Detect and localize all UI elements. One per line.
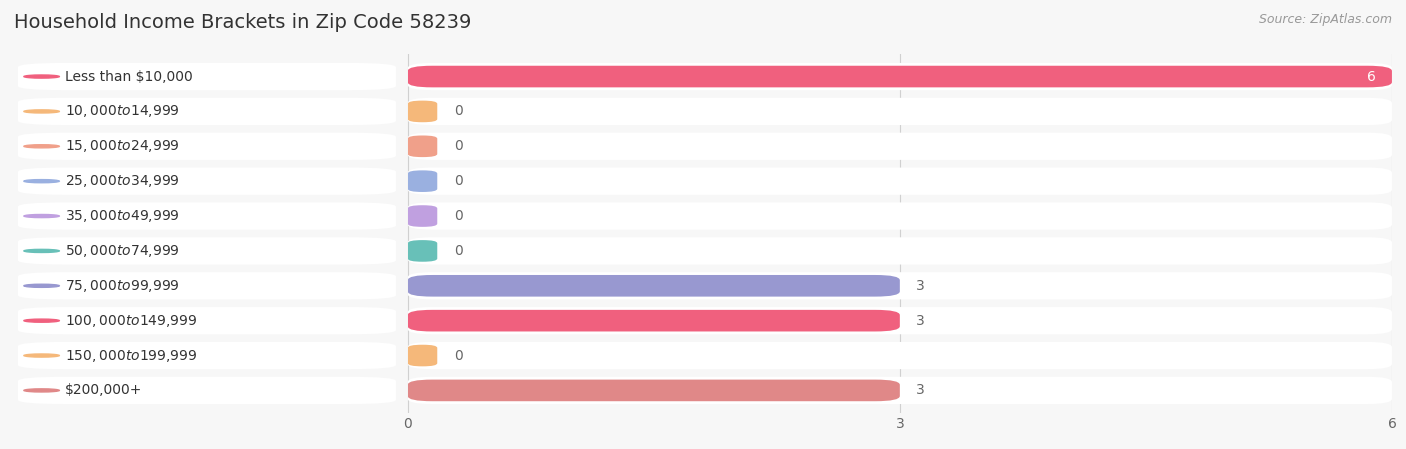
Text: $50,000 to $74,999: $50,000 to $74,999 <box>65 243 180 259</box>
Text: 0: 0 <box>454 139 463 153</box>
FancyBboxPatch shape <box>408 170 437 192</box>
Circle shape <box>24 110 59 113</box>
Circle shape <box>24 249 59 252</box>
Circle shape <box>24 389 59 392</box>
Circle shape <box>24 284 59 287</box>
Text: 0: 0 <box>454 209 463 223</box>
Text: Source: ZipAtlas.com: Source: ZipAtlas.com <box>1258 13 1392 26</box>
FancyBboxPatch shape <box>18 272 396 299</box>
Circle shape <box>24 319 59 322</box>
FancyBboxPatch shape <box>408 275 900 297</box>
Text: 3: 3 <box>917 383 925 397</box>
Text: Household Income Brackets in Zip Code 58239: Household Income Brackets in Zip Code 58… <box>14 13 471 32</box>
Text: $100,000 to $149,999: $100,000 to $149,999 <box>65 313 198 329</box>
FancyBboxPatch shape <box>408 379 900 401</box>
FancyBboxPatch shape <box>408 133 1392 160</box>
Text: $150,000 to $199,999: $150,000 to $199,999 <box>65 348 198 364</box>
FancyBboxPatch shape <box>18 98 396 125</box>
Circle shape <box>24 215 59 218</box>
Text: $10,000 to $14,999: $10,000 to $14,999 <box>65 103 180 119</box>
FancyBboxPatch shape <box>18 307 396 334</box>
Text: 0: 0 <box>454 348 463 362</box>
Text: 0: 0 <box>454 174 463 188</box>
Text: 3: 3 <box>917 314 925 328</box>
Text: 3: 3 <box>917 279 925 293</box>
FancyBboxPatch shape <box>408 205 437 227</box>
FancyBboxPatch shape <box>408 272 1392 299</box>
FancyBboxPatch shape <box>408 63 1392 90</box>
FancyBboxPatch shape <box>18 63 396 90</box>
Text: $200,000+: $200,000+ <box>65 383 142 397</box>
FancyBboxPatch shape <box>408 202 1392 229</box>
Text: $75,000 to $99,999: $75,000 to $99,999 <box>65 278 180 294</box>
FancyBboxPatch shape <box>18 377 396 404</box>
Text: $35,000 to $49,999: $35,000 to $49,999 <box>65 208 180 224</box>
FancyBboxPatch shape <box>408 167 1392 195</box>
Circle shape <box>24 354 59 357</box>
Text: 0: 0 <box>454 244 463 258</box>
Circle shape <box>24 145 59 148</box>
FancyBboxPatch shape <box>408 101 437 122</box>
FancyBboxPatch shape <box>18 238 396 264</box>
FancyBboxPatch shape <box>408 345 437 366</box>
FancyBboxPatch shape <box>408 136 437 157</box>
FancyBboxPatch shape <box>408 240 437 262</box>
FancyBboxPatch shape <box>18 342 396 369</box>
FancyBboxPatch shape <box>408 342 1392 369</box>
Text: $25,000 to $34,999: $25,000 to $34,999 <box>65 173 180 189</box>
Text: $15,000 to $24,999: $15,000 to $24,999 <box>65 138 180 154</box>
Text: 6: 6 <box>1367 70 1375 84</box>
FancyBboxPatch shape <box>408 310 900 331</box>
FancyBboxPatch shape <box>408 98 1392 125</box>
FancyBboxPatch shape <box>18 167 396 195</box>
FancyBboxPatch shape <box>408 377 1392 404</box>
Text: 0: 0 <box>454 105 463 119</box>
Circle shape <box>24 180 59 183</box>
FancyBboxPatch shape <box>18 202 396 229</box>
FancyBboxPatch shape <box>18 133 396 160</box>
FancyBboxPatch shape <box>408 238 1392 264</box>
Text: Less than $10,000: Less than $10,000 <box>65 70 193 84</box>
FancyBboxPatch shape <box>408 307 1392 334</box>
FancyBboxPatch shape <box>408 66 1392 88</box>
Circle shape <box>24 75 59 78</box>
